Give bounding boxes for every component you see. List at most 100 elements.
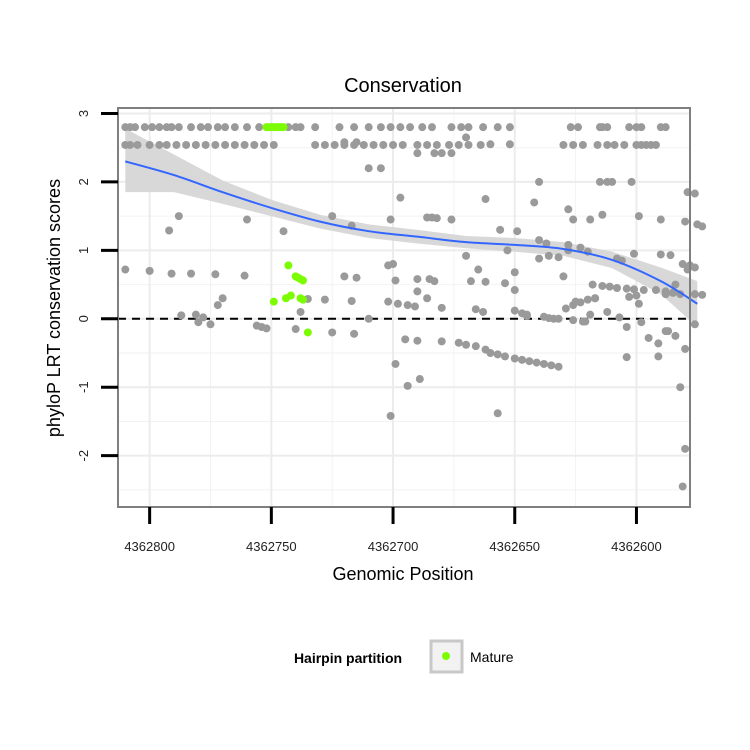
plot-area	[118, 108, 690, 507]
other-point	[240, 271, 249, 280]
other-point	[576, 243, 585, 252]
other-point	[376, 164, 385, 173]
legend-key-dot	[442, 652, 450, 660]
other-point	[466, 277, 475, 286]
x-tick-label: 4362700	[368, 539, 419, 554]
other-point	[340, 272, 349, 281]
legend-title: Hairpin partition	[294, 650, 402, 666]
other-point	[403, 381, 412, 390]
other-point	[690, 263, 699, 272]
other-point	[177, 311, 186, 320]
other-point	[121, 265, 130, 274]
other-point	[454, 140, 463, 149]
other-point	[664, 327, 673, 336]
other-point	[187, 269, 196, 278]
other-point	[427, 123, 436, 132]
other-point	[350, 329, 359, 338]
mature-point	[298, 276, 307, 285]
other-point	[410, 302, 419, 311]
other-point	[510, 268, 519, 277]
other-point	[328, 328, 337, 337]
other-point	[676, 383, 685, 392]
x-tick-label: 4362650	[489, 539, 540, 554]
other-point	[690, 290, 699, 299]
other-point	[608, 177, 617, 186]
other-point	[561, 304, 570, 313]
other-point	[651, 286, 660, 295]
other-point	[445, 140, 454, 149]
other-point	[140, 123, 149, 132]
other-point	[554, 362, 563, 371]
other-point	[418, 123, 427, 132]
other-point	[279, 227, 288, 236]
other-point	[578, 140, 587, 149]
other-point	[583, 295, 592, 304]
other-point	[199, 313, 208, 322]
other-point	[262, 324, 271, 333]
other-point	[654, 339, 663, 348]
other-point	[423, 294, 432, 303]
other-point	[554, 314, 563, 323]
x-tick-label: 4362600	[611, 539, 662, 554]
y-tick-label: -2	[76, 450, 91, 462]
plot-frame-layer	[117, 107, 691, 508]
other-point	[457, 123, 466, 132]
smooth-line-layer	[125, 160, 698, 305]
other-point	[666, 251, 675, 260]
other-point	[386, 411, 395, 420]
other-point	[627, 177, 636, 186]
other-point	[481, 277, 490, 286]
other-point	[505, 140, 514, 149]
other-point	[510, 354, 519, 363]
other-point	[384, 261, 393, 270]
other-point	[162, 140, 171, 149]
other-point	[260, 140, 269, 149]
other-point	[554, 253, 563, 262]
other-point	[681, 217, 690, 226]
other-point	[571, 297, 580, 306]
other-point	[340, 138, 349, 147]
other-point	[481, 195, 490, 204]
other-point	[243, 123, 252, 132]
other-point	[486, 140, 495, 149]
mature-point	[281, 294, 290, 303]
other-point	[413, 336, 422, 345]
y-tick-label: 2	[76, 178, 91, 185]
other-point	[678, 482, 687, 491]
other-point	[578, 317, 587, 326]
other-point	[393, 299, 402, 308]
y-tick-label: -1	[76, 381, 91, 393]
other-point	[296, 307, 305, 316]
y-axis: -2 -1 0 1 2 3	[76, 110, 118, 462]
other-point	[403, 301, 412, 310]
other-point	[335, 123, 344, 132]
other-point	[311, 123, 320, 132]
other-point	[352, 138, 361, 147]
other-point	[396, 123, 405, 132]
other-point	[615, 313, 624, 322]
y-tick-label: 1	[76, 247, 91, 254]
other-point	[432, 140, 441, 149]
other-point	[464, 140, 473, 149]
other-point	[486, 349, 495, 358]
other-point	[255, 123, 264, 132]
other-point	[569, 140, 578, 149]
other-point	[574, 123, 583, 132]
other-point	[593, 140, 602, 149]
legend: Hairpin partition Mature	[294, 639, 514, 674]
other-point	[476, 140, 485, 149]
other-point	[656, 215, 665, 224]
other-point	[690, 189, 699, 198]
other-point	[471, 342, 480, 351]
other-point	[539, 359, 548, 368]
other-point	[678, 260, 687, 269]
other-point	[566, 123, 575, 132]
other-point	[569, 316, 578, 325]
plot-frame	[117, 107, 691, 508]
other-point	[167, 269, 176, 278]
other-point	[148, 123, 157, 132]
other-point	[240, 140, 249, 149]
other-point	[250, 140, 259, 149]
other-point	[634, 212, 643, 221]
other-point	[350, 123, 359, 132]
